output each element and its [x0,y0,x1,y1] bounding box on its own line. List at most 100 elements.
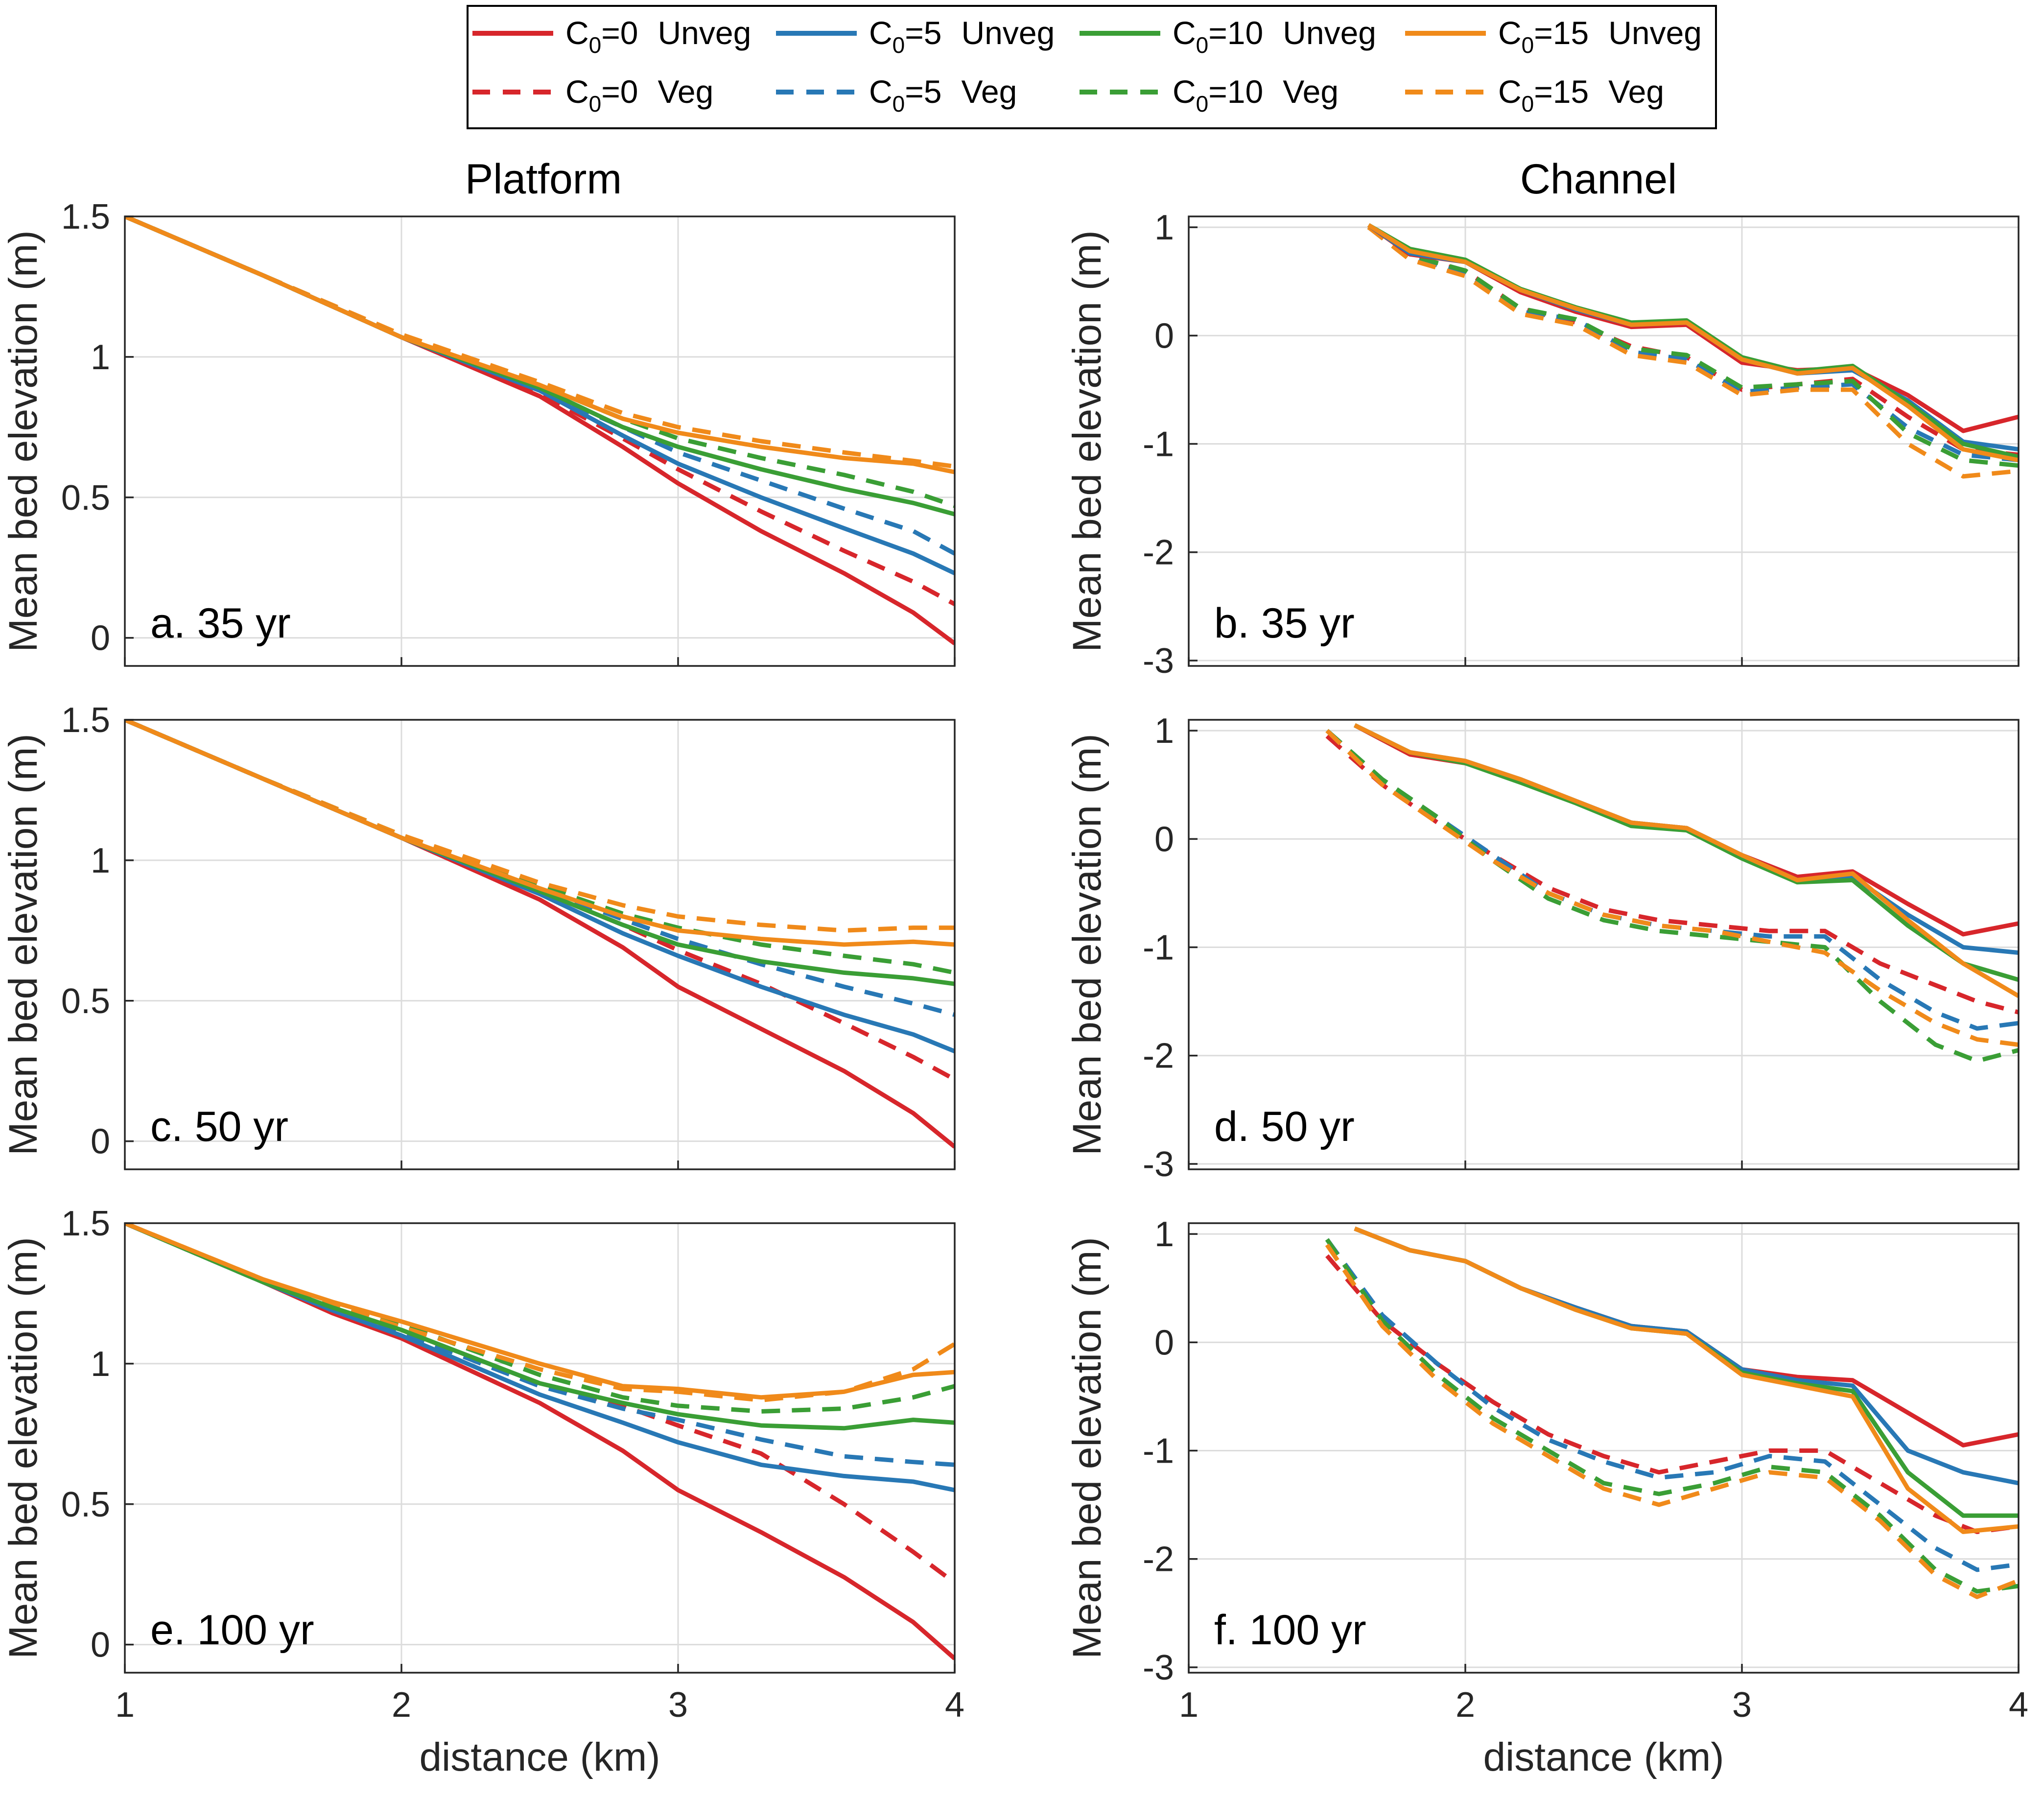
series-line-c0-10-veg [1325,1238,2019,1594]
panel-f: -3 -2 -1 0 1 1 2 3 4 Mean bed elevation (m) distan… [1065,1215,2028,1779]
y-tick-label: -2 [1143,1037,1174,1076]
legend-item: C0=10 Unveg [1080,15,1376,58]
plot-area [1189,720,2019,1169]
legend-label-state: Unveg [1608,15,1702,51]
axes-frame [124,215,956,667]
series-line-c0-15-veg [1325,729,2019,1047]
legend-label-main: C [1173,73,1196,110]
legend-label: C0=0 Unveg [565,15,751,58]
y-axis-label: Mean bed elevation (m) [1065,230,1109,652]
series-line-c0-15-unveg [125,1223,955,1400]
axes-frame [1188,1222,2020,1674]
y-axis-label: Mean bed elevation (m) [1,734,46,1155]
series-group [125,216,955,645]
legend-label: C0=10 Unveg [1173,15,1376,58]
series-line-c0-10-unveg [125,1223,955,1431]
x-tick-label: 2 [1456,1685,1475,1725]
legend-label-state: Veg [1608,73,1664,110]
legend-label-main: =10 [1208,73,1263,110]
plot-area [125,1223,955,1673]
y-tick-label: 0 [91,1122,110,1161]
plot-area [125,216,955,666]
panel-d: -3 -2 -1 0 1 Mean bed elevation (m) d. 50 yr [1065,711,2020,1184]
series-group [1325,1226,2019,1599]
y-tick-label: 1.5 [61,1204,110,1243]
panel-label: d. 50 yr [1214,1103,1355,1150]
series-line-c0-0-veg [1325,1254,2019,1534]
legend-label-subscript: 0 [893,91,905,117]
y-axis-label: Mean bed elevation (m) [1,230,46,652]
legend-label-state: Veg [658,73,714,110]
legend-label-main: =10 [1208,15,1263,51]
legend-label-state: Unveg [658,15,752,51]
legend-label-state: Veg [962,73,1017,110]
y-tick-label: -3 [1143,641,1174,681]
legend-item: C0=0 Veg [472,73,713,117]
legend-label-main: =5 [905,15,941,51]
y-tick-label: -3 [1143,1145,1174,1184]
legend-label-subscript: 0 [1196,91,1209,117]
legend-item: C0=5 Unveg [776,15,1055,58]
legend-label-subscript: 0 [1196,32,1209,58]
legend-label-main: C [1173,15,1196,51]
legend-label-main: C [1498,15,1522,51]
y-tick-label: -3 [1143,1648,1174,1687]
panel-label: c. 50 yr [150,1103,288,1150]
y-tick-label: 1.5 [61,197,110,237]
series-line-c0-10-veg [1367,225,2019,468]
y-tick-label: 1 [91,338,110,377]
series-line-c0-5-veg [1325,1238,2019,1572]
y-tick-label: 1 [91,1345,110,1384]
panel-label: a. 35 yr [150,600,291,647]
legend-label-main: C [869,15,893,51]
plot-area [1189,216,2019,666]
y-tick-label: 0.5 [61,478,110,518]
legend-item: C0=0 Unveg [472,15,751,58]
axes-frame [124,1222,956,1674]
legend-label-main: C [869,73,893,110]
series-line-c0-15-veg [1325,1243,2019,1599]
legend-label-subscript: 0 [893,32,905,58]
legend-item: C0=15 Unveg [1405,15,1702,58]
y-tick-label: 1 [91,841,110,880]
legend-box [467,5,1717,129]
legend-item: C0=10 Veg [1080,73,1339,117]
y-tick-label: -2 [1143,1540,1174,1579]
y-axis-label: Mean bed elevation (m) [1,1237,46,1658]
legend-label-main: C [1498,73,1522,110]
legend-label: C0=15 Unveg [1498,15,1702,58]
y-tick-label: -1 [1143,1432,1174,1471]
legend-label-subscript: 0 [1522,91,1534,117]
axes-frame [124,719,956,1170]
y-axis-label: Mean bed elevation (m) [1065,734,1109,1155]
legend-label-subscript: 0 [589,32,602,58]
legend-label-state: Unveg [1283,15,1376,51]
legend-label: C0=0 Veg [565,73,713,117]
series-line-c0-15-unveg [1354,1226,2019,1534]
y-tick-label: -2 [1143,533,1174,572]
panel-label: e. 100 yr [150,1607,314,1654]
x-tick-label: 2 [392,1685,411,1725]
plot-area [1189,1223,2019,1673]
legend-label-subscript: 0 [1522,32,1534,58]
x-tick-label: 3 [668,1685,688,1725]
legend-label: C0=5 Veg [869,73,1017,117]
legend-label: C0=5 Unveg [869,15,1055,58]
legend-item: C0=15 Veg [1405,73,1664,117]
legend-label: C0=10 Veg [1173,73,1339,117]
column-title-platform: Platform [465,156,622,203]
series-line-c0-15-unveg [125,720,955,947]
legend-label-main: =15 [1534,15,1589,51]
series-line-c0-15-unveg [1354,723,2019,998]
panel-b: -3 -2 -1 0 1 Mean bed elevation (m) b. 35 yr [1065,208,2020,681]
y-tick-label: 0.5 [61,1485,110,1524]
x-tick-label: 4 [945,1685,964,1725]
legend-label: C0=15 Veg [1498,73,1664,117]
x-axis-label: distance (km) [1483,1735,1724,1779]
x-tick-label: 4 [2009,1685,2028,1725]
y-tick-label: 1 [1154,1215,1174,1254]
legend-label-main: C [565,15,589,51]
legend-label-main: =15 [1534,73,1589,110]
legend-label-main: =0 [601,15,638,51]
